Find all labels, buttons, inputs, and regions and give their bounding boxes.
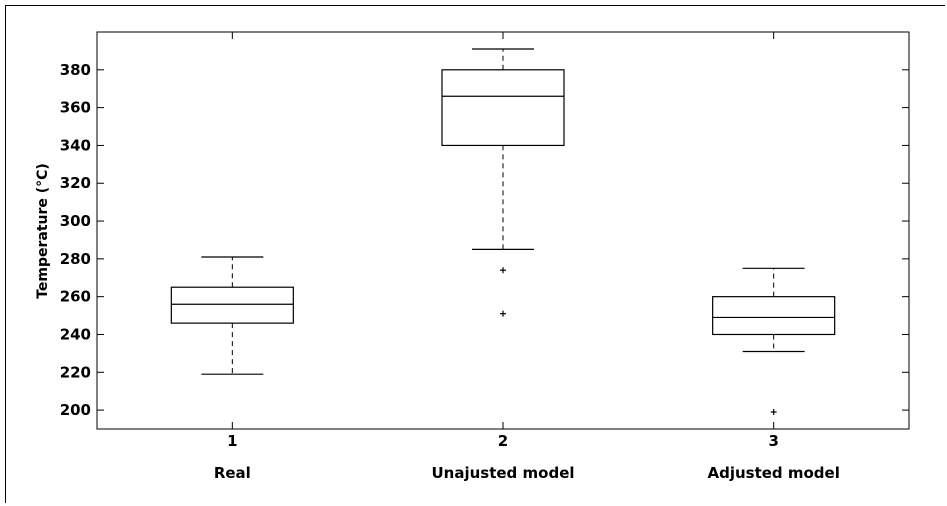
y-tick-label: 260 xyxy=(60,288,91,306)
box-group-3 xyxy=(712,267,836,415)
y-tick-label: 340 xyxy=(60,136,91,154)
box-iqr xyxy=(441,69,565,147)
box-iqr xyxy=(712,296,836,336)
box-group-1 xyxy=(170,256,294,375)
x-tick-label: 1 xyxy=(227,432,237,450)
x-tick-label: 2 xyxy=(498,432,508,450)
box-iqr xyxy=(170,286,294,324)
y-tick-label: 320 xyxy=(60,174,91,192)
x-category-label: Unajusted model xyxy=(431,464,574,482)
y-tick-label: 380 xyxy=(60,61,91,79)
figure-frame xyxy=(5,5,945,503)
box-group-2 xyxy=(441,48,565,317)
y-tick-label: 200 xyxy=(60,401,91,419)
outlier-marker xyxy=(500,267,506,274)
outlier-marker xyxy=(500,310,506,317)
y-tick-label: 280 xyxy=(60,250,91,268)
box-series xyxy=(170,48,836,415)
y-tick-label: 220 xyxy=(60,363,91,381)
outlier-marker xyxy=(770,408,777,415)
y-tick-label: 300 xyxy=(60,212,91,230)
y-tick-label: 360 xyxy=(60,99,91,117)
y-axis-label: Temperature (°C) xyxy=(35,163,51,299)
x-tick-label: 3 xyxy=(768,432,778,450)
y-axis-ticks: 200 220 240 260 280 300 320 340 360 380 xyxy=(60,61,909,419)
y-tick-label: 240 xyxy=(60,325,91,343)
x-category-label: Real xyxy=(214,464,251,482)
x-category-label: Adjusted model xyxy=(707,464,839,482)
x-axis-ticks: 1 Real 2 Unajusted model 3 Adjusted model xyxy=(214,32,840,482)
